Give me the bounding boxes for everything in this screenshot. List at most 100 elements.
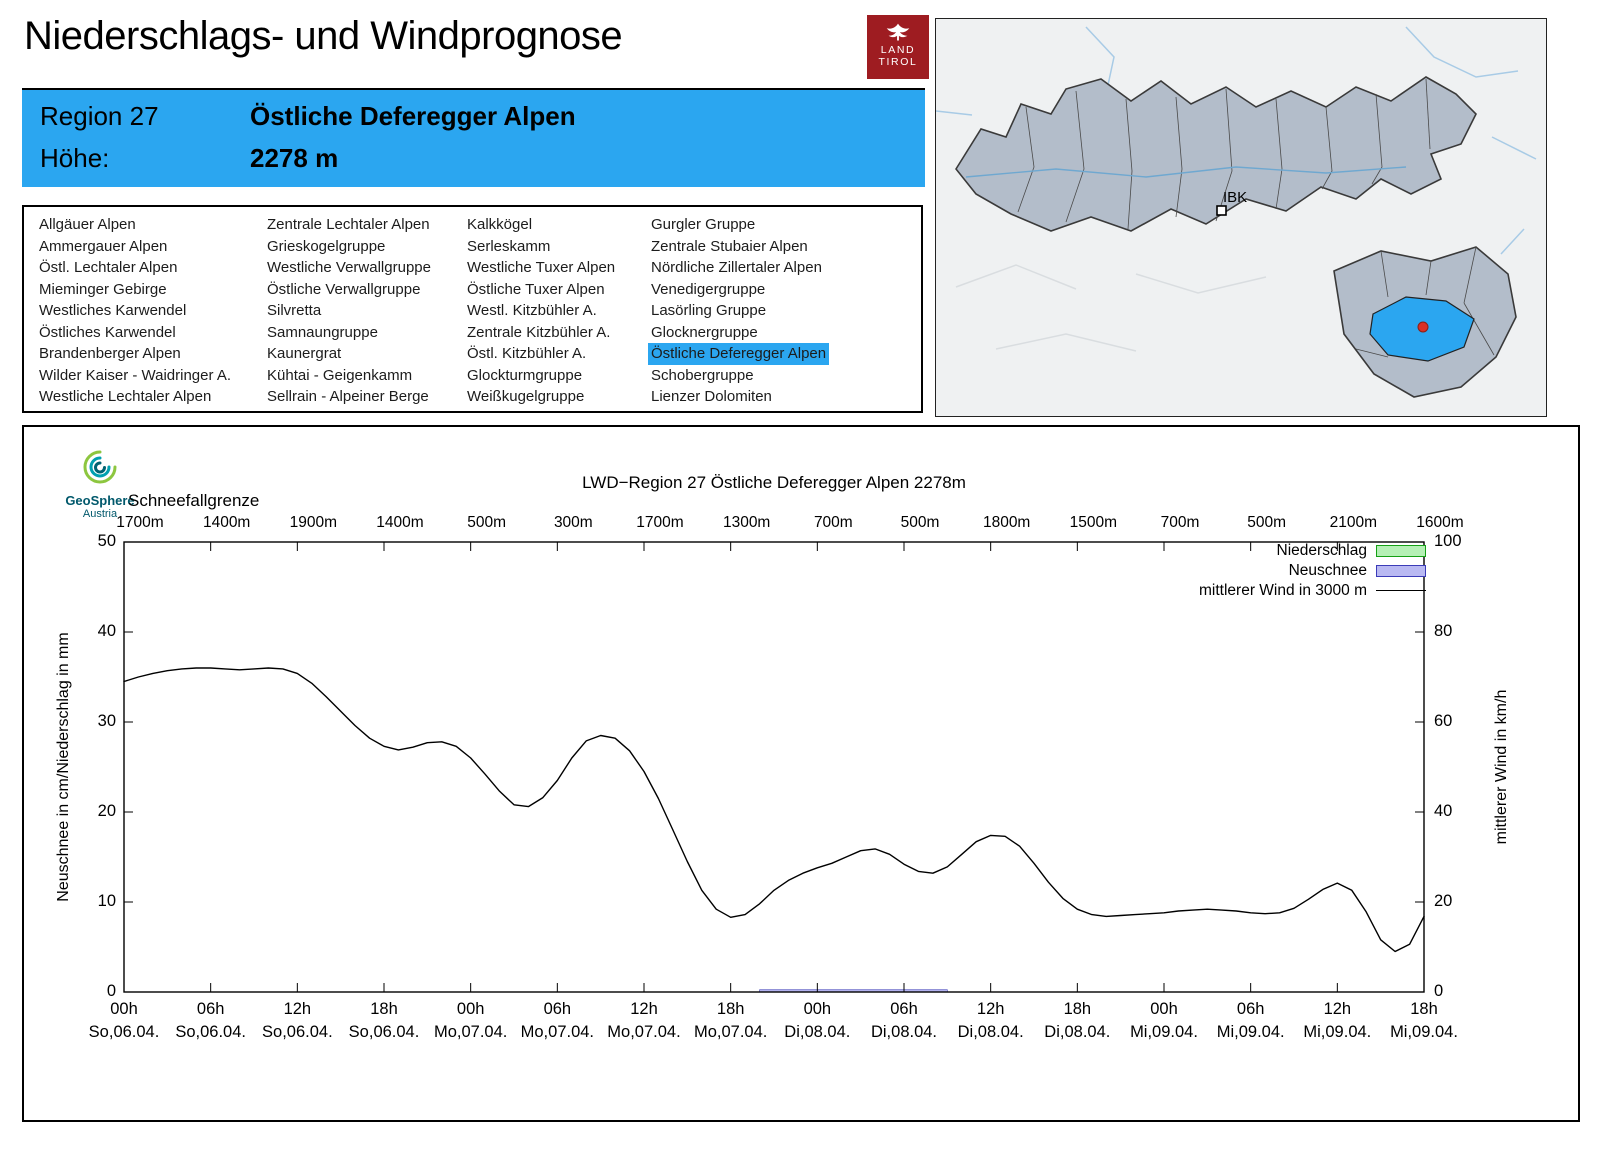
region-list-item[interactable]: Ammergauer Alpen (39, 237, 168, 255)
snow-val-label: 1700m (636, 514, 684, 531)
legend-swatch-niederschlag (1376, 544, 1426, 557)
snow-val-label: 1600m (1416, 514, 1464, 531)
snow-val-label: 2100m (1329, 514, 1378, 531)
xd-label: So,06.04. (175, 1023, 246, 1041)
region-list-item[interactable]: Nördliche Zillertaler Alpen (651, 259, 822, 276)
region-list-item[interactable]: Westliche Lechtaler Alpen (39, 388, 212, 405)
region-list-columns: Allgäuer Alpen Ammergauer Alpen Östl. Lech… (22, 205, 923, 413)
region-list-item[interactable]: Allgäuer Alpen (39, 216, 136, 233)
geosphere-name: GeoSphere (65, 493, 135, 508)
region-list-item-selected[interactable]: Östliche Deferegger Alpen (648, 343, 830, 365)
region-list-item[interactable]: Kühtai - Geigenkamm (267, 366, 413, 384)
region-list-item[interactable]: Kalkkögel (467, 216, 533, 233)
region-list-item[interactable]: Grieskogelgruppe (267, 237, 386, 255)
xh-label: 00h (110, 1000, 138, 1018)
xd-label: Mo,07.04. (693, 1023, 768, 1041)
ytl-label: 40 (97, 622, 116, 640)
region-list-item[interactable]: Westliche Verwallgruppe (267, 259, 431, 276)
ytr-label: 60 (1434, 712, 1453, 730)
tirol-map-svg: IBK (935, 26, 1537, 398)
region-list-column: Kalkkögel Serleskamm Westliche Tuxer Alpen… (464, 214, 648, 411)
region-list-column: Zentrale Lechtaler Alpen Grieskogelgruppe… (264, 214, 464, 411)
region-list-item[interactable]: Zentrale Kitzbühler A. (467, 323, 611, 341)
y-axis-right-labels: 0 20 40 60 80 100 (24, 427, 1578, 1120)
region-list-item[interactable]: Gurgler Gruppe (651, 216, 756, 233)
map-ibk-marker (1216, 205, 1227, 216)
snow-val-label: 1400m (376, 514, 424, 531)
snow-val-label: 500m (900, 514, 940, 531)
region-list-item[interactable]: Westl. Kitzbühler A. (467, 302, 597, 319)
ytr-label: 80 (1434, 622, 1453, 640)
region-list-column: Allgäuer Alpen Ammergauer Alpen Östl. Lech… (36, 214, 264, 411)
region-list-item[interactable]: Westliche Tuxer Alpen (467, 259, 616, 276)
xh-label: 12h (283, 1000, 312, 1018)
region-list-column: Gurgler Gruppe Zentrale Stubaier Alpen Nör… (648, 214, 921, 411)
xd-label: Mi,09.04. (1390, 1023, 1458, 1041)
region-name: Östliche Deferegger Alpen (250, 101, 576, 131)
ytr-label: 100 (1434, 532, 1462, 550)
xd-label: Mo,07.04. (433, 1023, 508, 1041)
snow-val-label: 1500m (1069, 514, 1118, 531)
land-tirol-logo: LAND TIROL (867, 15, 929, 79)
map-city-label: IBK (1223, 189, 1247, 206)
region-label: Region 27 (40, 101, 159, 131)
region-map[interactable]: IBK (935, 18, 1547, 417)
region-list-item[interactable]: Glocknergruppe (651, 323, 758, 341)
region-list-item[interactable]: Sellrain - Alpeiner Berge (267, 388, 429, 405)
region-list-item[interactable]: Lienzer Dolomiten (651, 388, 772, 405)
snow-val-label: 1400m (202, 514, 251, 531)
snow-val-label: 1800m (982, 514, 1031, 531)
region-list-item[interactable]: Östliche Verwallgruppe (267, 280, 421, 298)
tirol-eagle-icon (886, 23, 910, 41)
logo-text-tirol: TIROL (878, 56, 918, 68)
geosphere-logo: GeoSphere Austria (52, 447, 148, 520)
map-north-tirol (955, 76, 1477, 232)
x-axis-day-labels: So,06.04. So,06.04. So,06.04. So,06.04. Mo,0… (24, 427, 1578, 1120)
region-list-item[interactable]: Zentrale Stubaier Alpen (651, 237, 808, 255)
region-list-item[interactable]: Weißkugelgruppe (467, 388, 585, 405)
region-list-item[interactable]: Mieminger Gebirge (39, 280, 167, 298)
region-list-item[interactable]: Brandenberger Alpen (39, 345, 181, 362)
region-list-item[interactable]: Silvretta (267, 302, 322, 319)
ytl-label: 30 (97, 712, 116, 730)
geosphere-country: Austria (82, 508, 118, 520)
region-list-item[interactable]: Serleskamm (467, 237, 551, 255)
altitude-value: 2278 m (250, 143, 339, 173)
xh-label: 18h (1410, 1000, 1438, 1018)
region-list-item[interactable]: Östliche Tuxer Alpen (467, 280, 605, 298)
xh-label: 12h (630, 1000, 658, 1018)
geosphere-icon (83, 450, 117, 484)
region-list-item[interactable]: Zentrale Lechtaler Alpen (267, 216, 430, 233)
region-list-item[interactable]: Samnaungruppe (267, 323, 378, 341)
region-list-item[interactable]: Glockturmgruppe (467, 366, 583, 384)
region-list-item[interactable]: Wilder Kaiser - Waidringer A. (39, 366, 231, 384)
xh-label: 18h (1063, 1000, 1092, 1018)
x-axis-hour-labels: 00h 06h 12h 18h 00h 06h 12h 18h 00h 06h 12h 18h 00h 0… (24, 427, 1578, 1120)
region-list-item[interactable]: Kaunergrat (267, 345, 342, 362)
xh-label: 18h (716, 1000, 745, 1018)
region-list-item[interactable]: Schobergruppe (651, 366, 754, 384)
snowline-label: Schneefallgrenze (128, 491, 260, 510)
snow-val-label: 300m (553, 514, 593, 531)
region-list-item[interactable]: Östliches Karwendel (39, 323, 176, 341)
region-list-item[interactable]: Lasörling Gruppe (651, 302, 767, 319)
logo-text-land: LAND (880, 44, 916, 56)
snow-val-label: 1900m (289, 514, 338, 531)
region-list-item[interactable]: Östl. Kitzbühler A. (467, 345, 587, 362)
altitude-label: Höhe: (40, 143, 110, 173)
xd-label: So,06.04. (88, 1023, 160, 1041)
snow-val-label: 700m (1160, 514, 1200, 531)
legend-row-neuschnee: Neuschnee (1199, 561, 1426, 580)
xd-label: Mo,07.04. (607, 1023, 681, 1041)
region-list-item[interactable]: Venedigergruppe (651, 280, 766, 298)
ytr-label: 0 (1434, 982, 1444, 1000)
xh-label: 12h (976, 1000, 1005, 1018)
region-list-item[interactable]: Östl. Lechtaler Alpen (39, 259, 178, 276)
legend-row-wind: mittlerer Wind in 3000 m (1199, 581, 1426, 600)
xd-label: Di,08.04. (1044, 1023, 1111, 1041)
xh-label: 06h (543, 1000, 572, 1018)
region-list-item[interactable]: Westliches Karwendel (39, 302, 187, 319)
forecast-chart: GeoSphere Austria LWD−Region 27 Östliche… (22, 425, 1580, 1122)
map-station-dot (1417, 321, 1429, 333)
region-info-box: Region 27 Östliche Deferegger Alpen Höhe… (22, 88, 925, 187)
